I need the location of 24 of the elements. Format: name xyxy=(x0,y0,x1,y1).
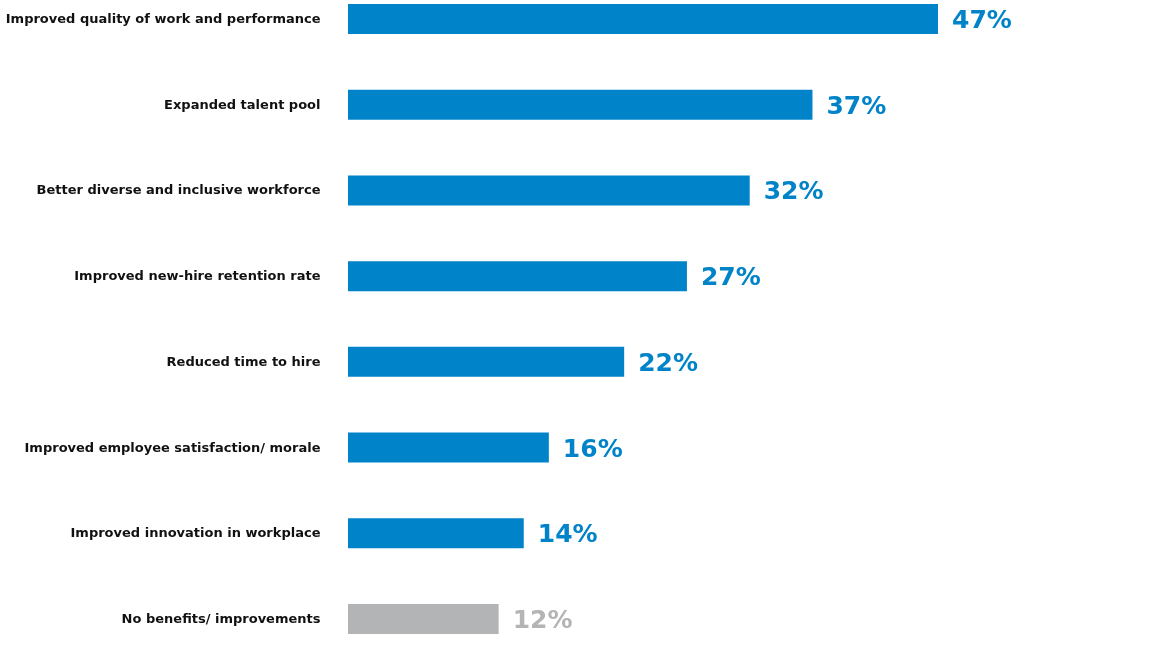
y-tick-label: Reduced time to hire xyxy=(166,353,321,369)
bar xyxy=(348,518,524,549)
bar xyxy=(348,604,499,634)
data-label: 47% xyxy=(952,5,1012,34)
bar xyxy=(348,89,813,120)
data-label: 37% xyxy=(826,90,887,120)
y-tick-label: Expanded talent pool xyxy=(164,96,321,112)
bar xyxy=(348,432,549,463)
y-tick-label: Improved innovation in workplace xyxy=(70,525,321,541)
data-label: 27% xyxy=(700,262,761,292)
data-label: 14% xyxy=(537,519,598,549)
data-label: 16% xyxy=(562,433,623,463)
y-tick-label: Improved quality of work and performance xyxy=(5,11,321,26)
data-label: 12% xyxy=(512,605,573,634)
y-tick-label: Better diverse and inclusive workforce xyxy=(36,182,321,198)
bar xyxy=(348,175,750,206)
y-tick-label: No benefits/ improvements xyxy=(121,611,321,626)
y-tick-label: Improved new-hire retention rate xyxy=(74,268,321,284)
bar xyxy=(348,4,938,34)
bar xyxy=(348,346,625,377)
y-tick-label: Improved employee satisfaction/ morale xyxy=(24,439,321,455)
data-label: 22% xyxy=(638,347,699,377)
bar xyxy=(348,261,687,292)
data-label: 32% xyxy=(763,176,824,206)
